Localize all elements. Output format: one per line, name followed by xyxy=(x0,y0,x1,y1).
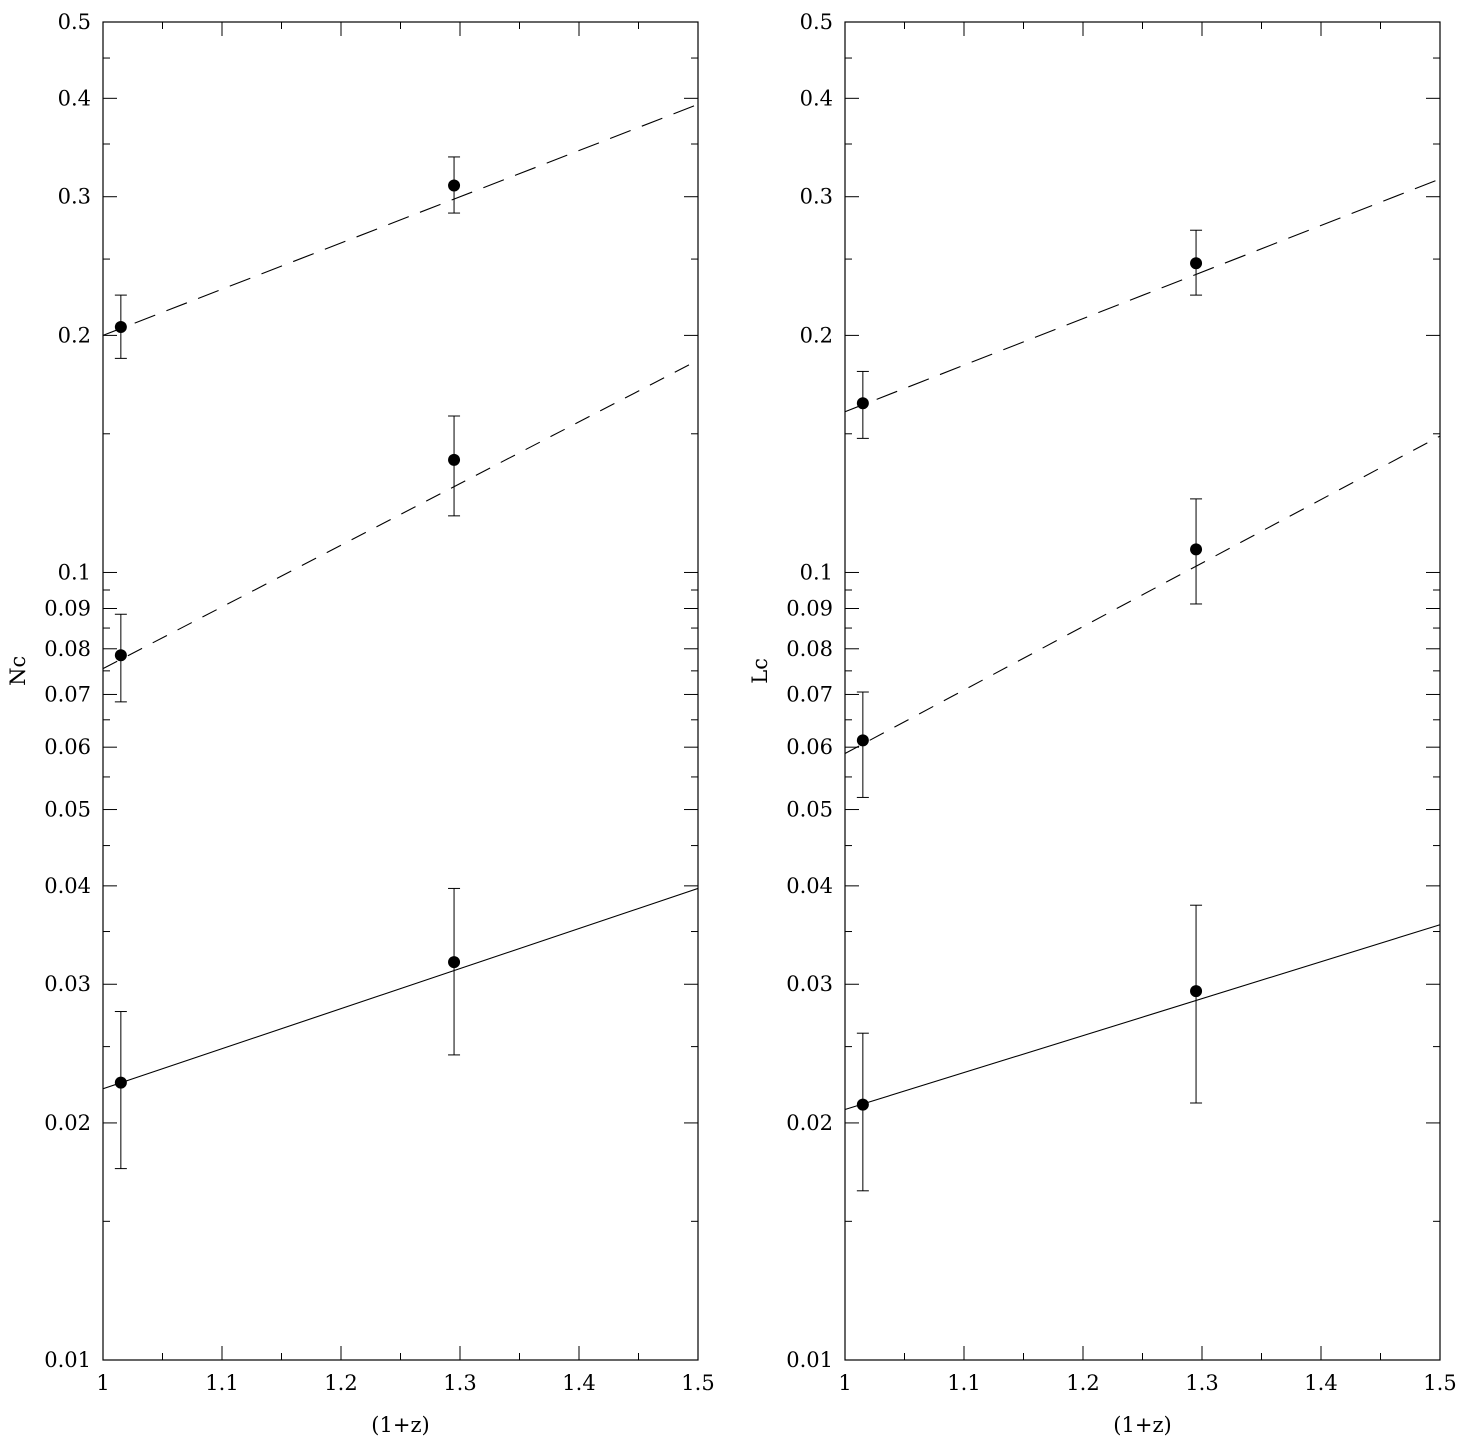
y-tick-label: 0.04 xyxy=(44,874,91,898)
y-tick-label: 0.03 xyxy=(786,972,833,996)
data-point xyxy=(856,397,869,410)
data-point xyxy=(1190,257,1203,270)
x-tick-label: 1.5 xyxy=(681,1371,714,1395)
x-tick-label: 1.1 xyxy=(205,1371,238,1395)
x-tick-label: 1.4 xyxy=(1304,1371,1337,1395)
data-point xyxy=(448,179,461,192)
data-point xyxy=(114,1076,127,1089)
y-tick-label: 0.01 xyxy=(786,1348,833,1372)
y-tick-label: 0.3 xyxy=(58,185,91,209)
y-tick-label: 0.04 xyxy=(786,874,833,898)
x-tick-label: 1.3 xyxy=(1185,1371,1218,1395)
y-tick-label: 0.05 xyxy=(44,798,91,822)
x-tick-label: 1.2 xyxy=(324,1371,357,1395)
data-point xyxy=(856,1098,869,1111)
series-1 xyxy=(102,359,699,703)
left-panel-nc: 1 1.1 1.2 1.3 1.4 1.5 0.01 0.02 0.03 0.04 0.05 0.06… xyxy=(6,10,715,1437)
x-axis-title: (1+z) xyxy=(1113,1413,1171,1437)
series-2 xyxy=(844,904,1441,1192)
series-2 xyxy=(102,887,699,1170)
x-tick-label: 1.1 xyxy=(947,1371,980,1395)
fit-line xyxy=(844,924,1441,1111)
y-tick-label: 0.02 xyxy=(786,1111,833,1135)
series-1 xyxy=(844,435,1441,798)
y-tick-label: 0.2 xyxy=(58,323,91,347)
x-tick-label: 1.5 xyxy=(1423,1371,1456,1395)
y-tick-label: 0.07 xyxy=(44,682,91,706)
y-tick-label: 0.06 xyxy=(44,735,91,759)
y-tick-label: 0.1 xyxy=(58,560,91,584)
data-point xyxy=(1190,985,1203,998)
y-tick-label: 0.08 xyxy=(786,637,833,661)
x-axis-title: (1+z) xyxy=(371,1413,429,1437)
x-tick-label: 1 xyxy=(96,1371,109,1395)
fit-line xyxy=(102,887,699,1090)
y-tick-label: 0.5 xyxy=(800,10,833,34)
y-tick-label: 0.3 xyxy=(800,185,833,209)
y-tick-label: 0.09 xyxy=(786,596,833,620)
y-tick-label: 0.4 xyxy=(58,86,91,110)
x-tick-label: 1.4 xyxy=(562,1371,595,1395)
y-tick-label: 0.03 xyxy=(44,972,91,996)
x-tick-label: 1 xyxy=(838,1371,851,1395)
data-point xyxy=(448,453,461,466)
y-axis-title: Lc xyxy=(748,658,772,684)
data-point xyxy=(448,956,461,969)
x-tick-label: 1.2 xyxy=(1066,1371,1099,1395)
plot-frame xyxy=(102,21,699,1361)
fit-line xyxy=(102,103,699,336)
y-tick-label: 0.09 xyxy=(44,596,91,620)
fit-line xyxy=(102,359,699,670)
x-tick-label: 1.3 xyxy=(443,1371,476,1395)
fit-line xyxy=(844,435,1441,754)
y-tick-label: 0.06 xyxy=(786,735,833,759)
data-point xyxy=(114,649,127,662)
y-tick-label: 0.07 xyxy=(786,682,833,706)
plot-frame xyxy=(844,21,1441,1361)
y-tick-label: 0.4 xyxy=(800,86,833,110)
y-tick-label: 0.01 xyxy=(44,1348,91,1372)
y-tick-label: 0.2 xyxy=(800,323,833,347)
fit-line xyxy=(844,178,1441,413)
data-point xyxy=(114,320,127,333)
data-point xyxy=(856,734,869,747)
y-tick-label: 0.08 xyxy=(44,637,91,661)
y-tick-label: 0.1 xyxy=(800,560,833,584)
y-tick-label: 0.05 xyxy=(786,798,833,822)
y-axis-title: Nc xyxy=(6,656,30,686)
data-point xyxy=(1190,543,1203,556)
y-tick-label: 0.02 xyxy=(44,1111,91,1135)
right-panel-lc: 1 1.1 1.2 1.3 1.4 1.5 0.01 0.02 0.03 0.04 0.05 0.06… xyxy=(748,10,1457,1437)
y-tick-label: 0.5 xyxy=(58,10,91,34)
series-0 xyxy=(102,103,699,359)
series-0 xyxy=(844,178,1441,439)
